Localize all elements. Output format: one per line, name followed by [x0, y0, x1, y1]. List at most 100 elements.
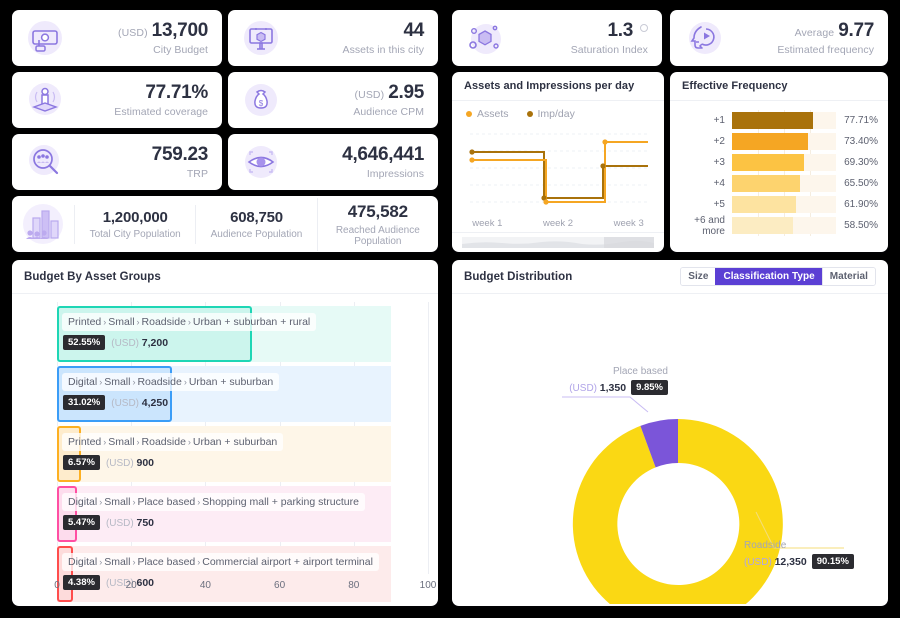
donut-label: Roadside: [744, 540, 787, 551]
tab-classification-type[interactable]: Classification Type: [715, 268, 822, 285]
info-icon[interactable]: [640, 24, 648, 32]
kpi-card-assets[interactable]: 44 Assets in this city: [228, 10, 438, 66]
donut-slice-roadside: [572, 419, 783, 604]
frequency-row[interactable]: +6 and more 58.50%: [670, 215, 888, 237]
eye-icon: [238, 139, 284, 185]
kpi-value: 77.71%: [145, 82, 208, 103]
kpi-text: 4,646,441 Impressions: [338, 144, 424, 180]
frequency-label: +5: [713, 199, 725, 210]
kpi-label: Saturation Index: [570, 44, 648, 56]
kpi-card-audience-cpm[interactable]: $ (USD) 2.95 Audience CPM: [228, 72, 438, 128]
donut-slice-place-based: [640, 418, 678, 468]
effective-frequency-panel: Effective Frequency +1 77.71% +2 73.40% …: [670, 72, 888, 252]
frequency-value: 77.71%: [844, 115, 878, 126]
frequency-row[interactable]: +3 69.30%: [670, 152, 888, 173]
brush-slider[interactable]: [452, 232, 664, 252]
legend-item-imp-day[interactable]: Imp/day: [526, 108, 575, 120]
donut-meta: (USD) 1,350 9.85%: [528, 380, 668, 395]
kpi-card-saturation-index[interactable]: 1.3 Saturation Index: [452, 10, 662, 66]
frequency-label: +1: [713, 115, 725, 126]
budget-row[interactable]: Printed › Small › Roadside › Urban + suburban …: [57, 306, 428, 362]
frequency-label: +2: [713, 136, 725, 147]
population-value: 475,582: [347, 201, 408, 221]
budget-row[interactable]: Digital › Small › Place based › Shopping mall …: [57, 486, 428, 542]
kpi-card-estimated-coverage[interactable]: 77.71% Estimated coverage: [12, 72, 222, 128]
budget-row-amount: (USD) 750: [105, 516, 155, 529]
panel-title: Budget By Asset Groups: [12, 260, 438, 294]
person-coverage-icon: [22, 77, 68, 123]
svg-text:$: $: [259, 99, 264, 108]
budget-row-path: Printed › Small › Roadside › Urban + suburban …: [62, 313, 317, 331]
kpi-card-trp[interactable]: 759.23 TRP: [12, 134, 222, 190]
tab-size[interactable]: Size: [681, 268, 716, 285]
kpi-text: Average 9.77 Estimated frequency: [777, 20, 874, 56]
xtick-week-3: week 3: [613, 218, 644, 229]
frequency-row[interactable]: +2 73.40%: [670, 131, 888, 152]
legend-label: Imp/day: [537, 108, 575, 120]
frequency-bar: [732, 217, 793, 234]
donut-callout-place-based: Place based (USD) 1,350 9.85%: [528, 366, 668, 395]
frequency-row[interactable]: +4 65.50%: [670, 173, 888, 194]
kpi-label: City Budget: [153, 44, 208, 56]
billboard-icon: [238, 15, 284, 61]
xtick-week-2: week 2: [542, 218, 574, 229]
classification-segmented-control[interactable]: Size Classification Type Material: [680, 267, 876, 286]
assets-impressions-panel: Assets and Impressions per day Assets Im…: [452, 72, 664, 252]
frequency-row[interactable]: +1 77.71%: [670, 110, 888, 131]
budget-row-percent: 4.38%: [63, 575, 100, 590]
budget-row[interactable]: Digital › Small › Roadside › Urban + suburban …: [57, 366, 428, 422]
frequency-value: 61.90%: [844, 199, 878, 210]
population-card[interactable]: 1,200,000 Total City Population 608,750 …: [12, 196, 438, 252]
frequency-rows: +1 77.71% +2 73.40% +3 69.30% +4 65.50% …: [670, 101, 888, 237]
kpi-value: 2.95: [388, 82, 424, 103]
legend-dot-imp-day: [526, 111, 533, 117]
population-label: Reached Audience Population: [335, 224, 420, 247]
legend-dot-assets: [466, 111, 472, 117]
budget-row-labels: Printed › Small › Roadside › Urban + suburban …: [62, 432, 284, 470]
face-replay-icon: [680, 15, 726, 61]
kpi-label: Audience CPM: [353, 106, 424, 118]
frequency-value: 73.40%: [844, 136, 878, 147]
kpi-card-city-budget[interactable]: (USD) 13,700 City Budget: [12, 10, 222, 66]
kpi-card-estimated-frequency[interactable]: Average 9.77 Estimated frequency: [670, 10, 888, 66]
panel-header: Budget Distribution Size Classification …: [452, 260, 888, 294]
budget-row-amount: (USD) 7,200: [111, 336, 169, 349]
legend-item-assets[interactable]: Assets: [466, 108, 509, 120]
kpi-value: 759.23: [151, 144, 209, 165]
budget-row-labels: Printed › Small › Roadside › Urban + suburban …: [62, 312, 317, 350]
population-segment-total: 1,200,000 Total City Population: [74, 204, 195, 244]
kpi-text: 77.71% Estimated coverage: [114, 82, 208, 118]
frequency-bar: [732, 175, 801, 192]
panel-title: Assets and Impressions per day: [452, 72, 664, 101]
kpi-card-impressions[interactable]: 4,646,441 Impressions: [228, 134, 438, 190]
kpi-text: (USD) 13,700 City Budget: [118, 20, 208, 56]
budget-row-labels: Digital › Small › Place based › Shopping mall …: [62, 492, 365, 530]
budget-row[interactable]: Digital › Small › Place based › Commercial air…: [57, 546, 428, 602]
population-label: Total City Population: [89, 228, 181, 240]
xtick-0: 0: [54, 580, 60, 591]
kpi-text: 44 Assets in this city: [342, 20, 425, 56]
population-segment-reached: 475,582 Reached Audience Population: [316, 197, 438, 251]
budget-row-percent: 6.57%: [63, 455, 100, 470]
frequency-track: [732, 133, 836, 150]
xtick-80: 80: [348, 580, 360, 591]
kpi-label: Impressions: [366, 168, 424, 180]
budget-row-percent: 52.55%: [63, 335, 106, 350]
population-value: 1,200,000: [102, 208, 168, 226]
line-chart-xaxis: week 1 week 2 week 3: [452, 218, 664, 229]
budget-row-percent: 31.02%: [63, 395, 106, 410]
frequency-track: [732, 112, 836, 129]
budget-xaxis: 0 20 40 60 80 100: [54, 580, 436, 594]
donut-callout-roadside: Roadside (USD) 12,350 90.15%: [744, 540, 888, 569]
budget-plot-area: Printed › Small › Roadside › Urban + suburban …: [57, 302, 429, 602]
kpi-label: Estimated frequency: [777, 44, 874, 56]
budget-row[interactable]: Printed › Small › Roadside › Urban + suburban …: [57, 426, 428, 482]
kpi-label: Assets in this city: [342, 44, 424, 56]
tab-material[interactable]: Material: [821, 268, 875, 285]
frequency-row[interactable]: +5 61.90%: [670, 194, 888, 215]
kpi-text: 1.3 Saturation Index: [571, 20, 648, 56]
population-value: 608,750: [230, 208, 283, 226]
kpi-value: 13,700: [151, 20, 209, 41]
frequency-bar: [732, 112, 813, 129]
kpi-text: 759.23 TRP: [148, 144, 209, 180]
